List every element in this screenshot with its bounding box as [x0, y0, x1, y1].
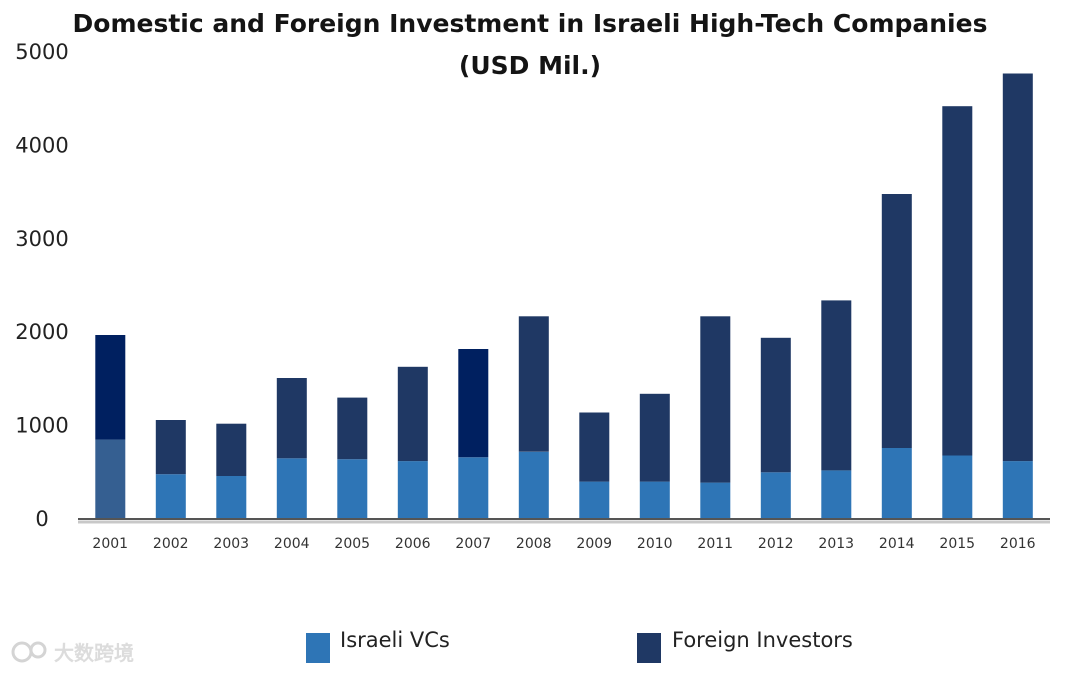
bar-foreign-investors-2013	[821, 300, 852, 471]
y-tick-label: 2000	[15, 320, 68, 344]
bar-israeli-vcs-2005	[337, 459, 368, 519]
y-tick-label: 0	[35, 507, 48, 531]
bar-foreign-investors-2009	[579, 412, 610, 482]
x-axis: 2001 2002 2003 2004 2005 2006 2007 2008 2009 2010…	[78, 518, 1050, 552]
x-tick-label: 2008	[516, 536, 552, 552]
x-tick-label: 2012	[758, 536, 794, 552]
bar-foreign-investors-2010	[639, 393, 670, 482]
y-tick-label: 5000	[15, 40, 68, 64]
x-tick-label: 2006	[395, 536, 431, 552]
bar-israeli-vcs-2013	[821, 470, 852, 519]
bar-foreign-investors-2011	[700, 316, 731, 483]
bar-israeli-vcs-2006	[397, 461, 428, 519]
bar-foreign-investors-2014	[881, 194, 912, 448]
x-tick-label: 2001	[92, 536, 128, 552]
x-tick-label: 2004	[274, 536, 310, 552]
bar-israeli-vcs-2010	[639, 481, 670, 519]
legend-label-israeli-vcs: Israeli VCs	[340, 628, 450, 652]
x-tick-label: 2015	[939, 536, 975, 552]
watermark-logo-icon	[11, 641, 47, 663]
x-tick-label: 2009	[576, 536, 612, 552]
x-tick-label: 2005	[334, 536, 370, 552]
bar-israeli-vcs-2011	[700, 482, 731, 519]
bar-foreign-investors-2001	[95, 335, 126, 440]
bar-foreign-investors-2003	[216, 423, 247, 476]
bar-foreign-investors-2006	[397, 366, 428, 462]
y-tick-label: 1000	[15, 414, 68, 438]
x-tick-label: 2011	[697, 536, 733, 552]
y-tick-label: 4000	[15, 133, 68, 157]
x-tick-label: 2002	[153, 536, 189, 552]
bar-israeli-vcs-2012	[760, 472, 791, 519]
legend-swatch-israeli-vcs	[306, 633, 330, 663]
bar-foreign-investors-2005	[337, 397, 368, 460]
bar-foreign-investors-2016	[1002, 73, 1033, 462]
legend-label-foreign-investors: Foreign Investors	[672, 628, 853, 652]
bar-israeli-vcs-2014	[881, 448, 912, 519]
bar-foreign-investors-2002	[155, 420, 186, 475]
bar-israeli-vcs-2003	[216, 476, 247, 519]
bar-israeli-vcs-2007	[458, 457, 489, 519]
bar-foreign-investors-2004	[276, 378, 307, 459]
chart-subtitle: (USD Mil.)	[459, 51, 601, 80]
x-tick-label: 2016	[1000, 536, 1036, 552]
chart-title: Domestic and Foreign Investment in Israe…	[73, 9, 988, 38]
watermark: 大数跨境	[11, 641, 134, 665]
x-tick-label: 2010	[637, 536, 673, 552]
y-axis: 0 1000 2000 3000 4000 5000	[15, 40, 68, 531]
bar-foreign-investors-2012	[760, 337, 791, 473]
x-tick-label: 2014	[879, 536, 915, 552]
legend: Israeli VCs Foreign Investors	[306, 628, 853, 663]
bar-israeli-vcs-2004	[276, 458, 307, 519]
y-tick-label: 3000	[15, 227, 68, 251]
bars-group	[95, 73, 1033, 519]
bar-israeli-vcs-2008	[518, 451, 549, 519]
x-tick-label: 2007	[455, 536, 491, 552]
bar-israeli-vcs-2016	[1002, 461, 1033, 519]
x-tick-label: 2013	[818, 536, 854, 552]
legend-swatch-foreign-investors	[637, 633, 661, 663]
bar-foreign-investors-2015	[942, 106, 973, 456]
bar-israeli-vcs-2001	[95, 439, 126, 519]
bar-israeli-vcs-2015	[942, 455, 973, 519]
bar-israeli-vcs-2009	[579, 481, 610, 519]
x-tick-label: 2003	[213, 536, 249, 552]
bar-israeli-vcs-2002	[155, 474, 186, 519]
watermark-text: 大数跨境	[54, 641, 134, 665]
bar-foreign-investors-2007	[458, 349, 489, 458]
bar-foreign-investors-2008	[518, 316, 549, 452]
